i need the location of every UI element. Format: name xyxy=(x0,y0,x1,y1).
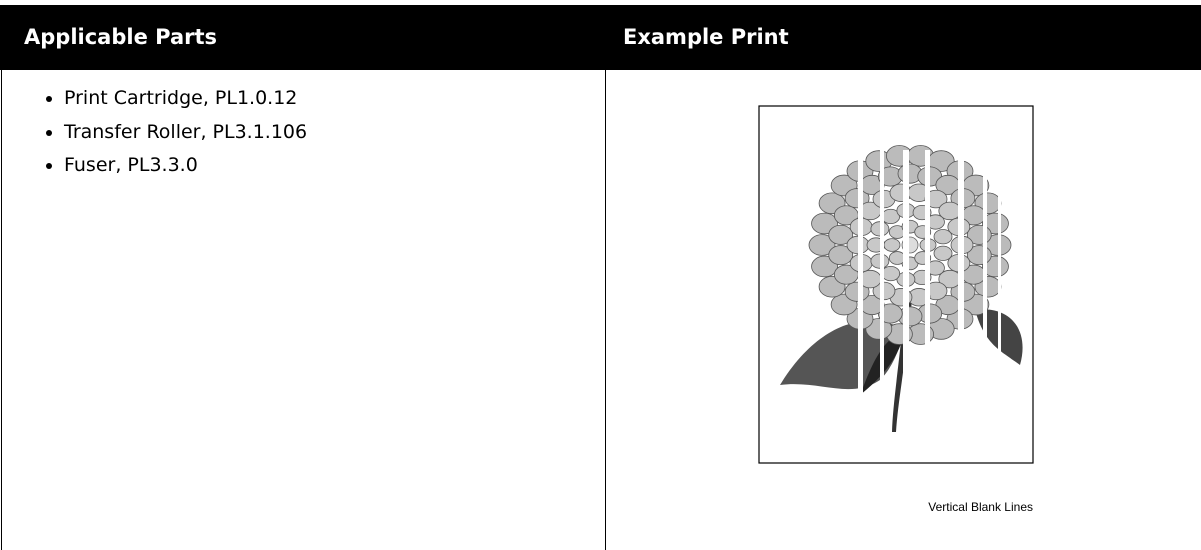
flower-illustration xyxy=(780,145,1023,432)
petal xyxy=(844,188,870,209)
petal xyxy=(844,281,870,302)
petal xyxy=(933,229,953,245)
table-border xyxy=(1,70,2,550)
caption: Vertical Blank Lines xyxy=(928,500,1033,514)
column-header: Example Print xyxy=(605,5,1201,70)
petal xyxy=(828,224,854,245)
blank-line xyxy=(880,150,884,430)
parts-list: Print Cartridge, PL1.0.12Transfer Roller… xyxy=(28,82,307,183)
blank-line xyxy=(983,150,987,430)
blank-line xyxy=(858,150,863,430)
petal xyxy=(933,245,953,261)
petal xyxy=(808,234,836,256)
part-item: Print Cartridge, PL1.0.12 xyxy=(64,82,307,116)
petal xyxy=(881,265,901,282)
petal xyxy=(865,318,893,340)
column-header: Applicable Parts xyxy=(0,5,605,70)
petal xyxy=(870,221,890,237)
blank-line xyxy=(903,150,909,430)
blank-line xyxy=(958,150,964,430)
blank-line xyxy=(998,150,1001,430)
petal xyxy=(870,253,890,269)
petal xyxy=(828,245,854,266)
part-item: Fuser, PL3.3.0 xyxy=(64,149,307,183)
blank-line xyxy=(925,150,930,430)
part-item: Transfer Roller, PL3.1.106 xyxy=(64,116,307,150)
petal xyxy=(883,238,901,252)
table-border xyxy=(605,70,606,550)
petal xyxy=(888,251,906,265)
